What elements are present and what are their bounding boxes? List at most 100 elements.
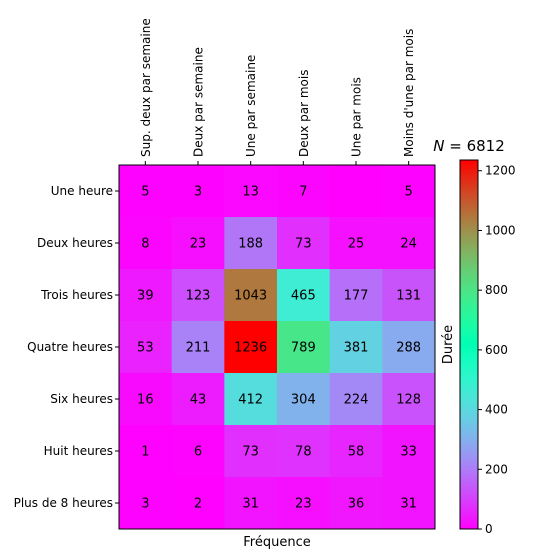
heatmap-cell [119, 425, 173, 478]
x-axis-label: Fréquence [243, 535, 310, 550]
heatmap-cell [224, 425, 278, 478]
heatmap-cell [277, 425, 331, 478]
heatmap-cell [119, 373, 173, 426]
heatmap-cell [382, 165, 436, 218]
heatmap-cell [329, 269, 383, 322]
heatmap-cell [329, 373, 383, 426]
heatmap-cell [224, 217, 278, 270]
colorbar-tick-labels: 0 200 400 600 800 1000 1200 [478, 164, 516, 536]
heatmap-cell [382, 373, 436, 426]
heatmap-cell [277, 321, 331, 374]
cell-value-label: 188 [238, 237, 263, 252]
heatmap-cell [329, 165, 383, 218]
heatmap-cell [277, 477, 331, 530]
heatmap-cell [171, 321, 225, 374]
cell-value-label: 53 [137, 341, 154, 356]
heatmap-cell [329, 477, 383, 530]
heatmap-cell [382, 217, 436, 270]
heatmap-cell [224, 373, 278, 426]
cell-value-label: 73 [242, 445, 259, 460]
cell-value-label: 128 [396, 393, 421, 408]
colorbar-tick-label: 200 [485, 462, 508, 476]
colorbar-tick-label: 1000 [485, 223, 516, 237]
cell-value-label: 304 [291, 393, 316, 408]
cell-value-label: 58 [348, 445, 365, 460]
cell-value-label: 36 [348, 497, 365, 512]
cell-value-label: 16 [137, 393, 154, 408]
y-tick-label: Plus de 8 heures [14, 496, 113, 510]
heatmap-cell [171, 425, 225, 478]
x-tick-label: Une par semaine [244, 55, 258, 157]
cell-value-label: 33 [400, 445, 417, 460]
colorbar-tick-label: 0 [485, 522, 493, 536]
chart-title: N = 6812 [433, 137, 505, 155]
cell-value-label: 24 [400, 237, 417, 252]
x-tick-label: Deux par semaine [192, 47, 206, 157]
heatmap-cell [171, 269, 225, 322]
cell-value-label: 31 [242, 497, 259, 512]
heatmap-cell [171, 217, 225, 270]
heatmap-cell [382, 477, 436, 530]
heatmap-cell [329, 217, 383, 270]
colorbar-tick-label: 800 [485, 283, 508, 297]
cell-value-label: 25 [348, 237, 365, 252]
cell-value-label: 3 [194, 185, 202, 200]
heatmap-cell [277, 269, 331, 322]
y-tick-label: Deux heures [37, 236, 113, 250]
x-tick-label: Deux par mois [297, 70, 311, 157]
cell-value-label: 288 [396, 341, 421, 356]
colorbar-label: Durée [441, 325, 456, 364]
cell-value-label: 23 [190, 237, 207, 252]
y-tick-label: Six heures [50, 392, 113, 406]
heatmap-cell [277, 217, 331, 270]
heatmap-cell [119, 269, 173, 322]
cell-value-label: 39 [137, 289, 154, 304]
cell-value-label: 224 [344, 393, 369, 408]
cell-value-label: 465 [291, 289, 316, 304]
cell-value-label: 23 [295, 497, 312, 512]
y-tick-label: Une heure [51, 184, 113, 198]
cell-value-label: 789 [291, 341, 316, 356]
x-tick-label: Moins d'une par mois [402, 29, 416, 157]
cell-value-label: 412 [238, 393, 263, 408]
colorbar-tick-label: 1200 [485, 164, 516, 178]
cell-value-label: 5 [141, 185, 149, 200]
x-tick-label: Sup. deux par semaine [139, 18, 153, 157]
cell-value-label: 381 [344, 341, 369, 356]
cell-value-label: 5 [405, 185, 413, 200]
heatmap-cell [224, 477, 278, 530]
y-tick-labels: Une heure Deux heures Trois heures Quatre h… [14, 184, 119, 510]
heatmap-cell [382, 321, 436, 374]
heatmap-cell [119, 165, 173, 218]
heatmap-cell [119, 477, 173, 530]
colorbar-tick-label: 600 [485, 343, 508, 357]
cell-value-label: 78 [295, 445, 312, 460]
cell-value-label: 1 [141, 445, 149, 460]
y-tick-label: Trois heures [40, 288, 113, 302]
cell-value-label: 211 [186, 341, 211, 356]
cell-value-label: 131 [396, 289, 421, 304]
colorbar-tick-label: 400 [485, 403, 508, 417]
cell-value-label: 1236 [234, 341, 267, 356]
heatmap-cell [224, 165, 278, 218]
cell-value-label: 8 [141, 237, 149, 252]
cell-value-label: 31 [400, 497, 417, 512]
heatmap-cell [277, 165, 331, 218]
heatmap-cell [171, 373, 225, 426]
heatmap-cell [382, 425, 436, 478]
colorbar [459, 159, 479, 530]
cell-value-label: 177 [344, 289, 369, 304]
cell-value-label: 43 [190, 393, 207, 408]
heatmap-cell [224, 321, 278, 374]
heatmap-cell [277, 373, 331, 426]
x-tick-labels: Sup. deux par semaine Deux par semaine Une… [139, 18, 416, 165]
cell-value-label: 3 [141, 497, 149, 512]
heatmap-cell [119, 321, 173, 374]
cell-value-label: 6 [194, 445, 202, 460]
heatmap-cell [119, 217, 173, 270]
cell-value-label: 123 [186, 289, 211, 304]
cell-value-label: 1043 [234, 289, 267, 304]
cell-value-label: 73 [295, 237, 312, 252]
